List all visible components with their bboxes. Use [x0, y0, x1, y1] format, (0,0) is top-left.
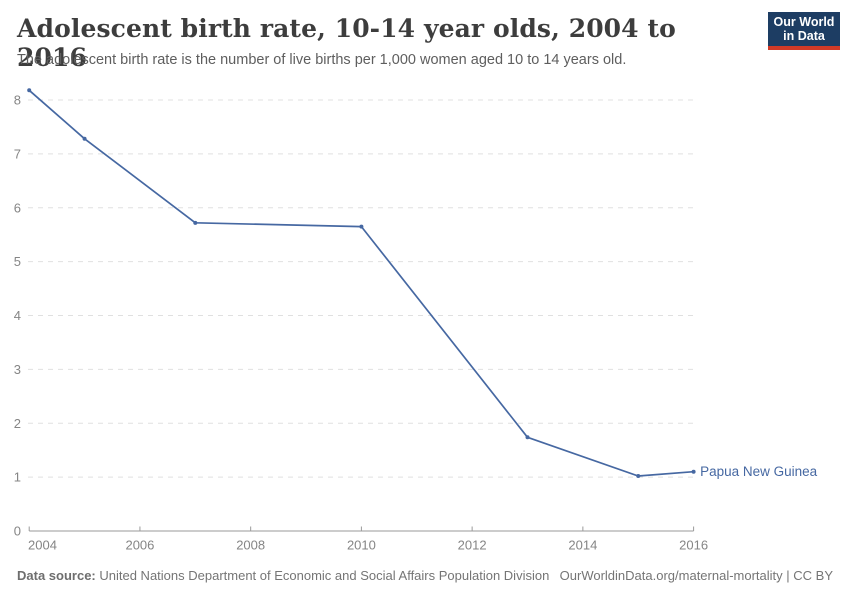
y-tick-label: 4 — [14, 308, 21, 323]
y-tick-label: 1 — [14, 470, 21, 485]
data-source-text: United Nations Department of Economic an… — [95, 568, 550, 583]
owid-logo-line1: Our World — [773, 15, 835, 29]
x-tick-label: 2006 — [125, 538, 154, 553]
owid-logo-line2: in Data — [783, 29, 825, 43]
x-tick-label: 2014 — [568, 538, 597, 553]
chart-title: Adolescent birth rate, 10-14 year olds, … — [17, 14, 676, 72]
data-point[interactable] — [193, 220, 198, 225]
data-point[interactable] — [359, 224, 364, 229]
y-tick-label: 7 — [14, 146, 21, 161]
data-point[interactable] — [636, 474, 641, 479]
x-tick-label: 2012 — [458, 538, 487, 553]
series-line[interactable] — [28, 89, 695, 477]
license-note: OurWorldinData.org/maternal-mortality | … — [559, 568, 833, 583]
data-point[interactable] — [691, 469, 696, 474]
data-point[interactable] — [82, 136, 87, 141]
x-tick-label: 2010 — [347, 538, 376, 553]
y-tick-label: 3 — [14, 362, 21, 377]
x-tick-label: 2008 — [236, 538, 265, 553]
y-tick-label: 8 — [14, 93, 21, 108]
data-source-note: Data source: United Nations Department o… — [17, 568, 549, 583]
chart-subtitle: The adolescent birth rate is the number … — [17, 52, 627, 68]
y-tick-label: 5 — [14, 254, 21, 269]
x-tick-label: 2004 — [28, 538, 57, 553]
data-point[interactable] — [27, 88, 32, 93]
chart-footer: Data source: United Nations Department o… — [17, 568, 833, 583]
data-source-label: Data source: — [17, 568, 96, 583]
data-point[interactable] — [525, 435, 530, 440]
series-entity-label[interactable]: Papua New Guinea — [700, 464, 818, 479]
x-tick-label: 2016 — [679, 538, 708, 553]
y-tick-label: 2 — [14, 416, 21, 431]
y-tick-label: 0 — [14, 524, 21, 539]
owid-logo: Our World in Data — [768, 12, 840, 50]
y-tick-label: 6 — [14, 200, 21, 215]
